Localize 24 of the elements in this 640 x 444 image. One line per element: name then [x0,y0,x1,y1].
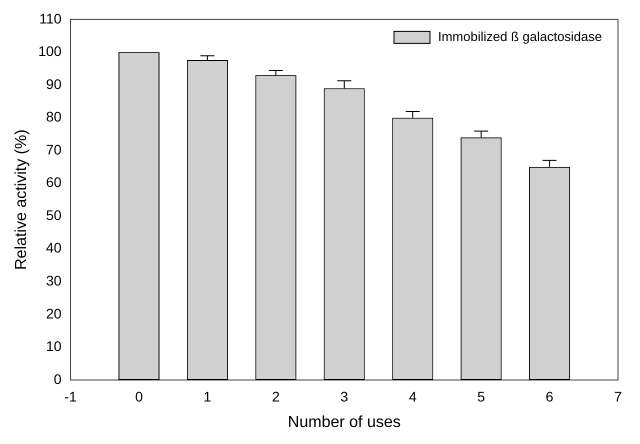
y-tick-label: 60 [46,174,62,190]
y-tick-label: 50 [46,206,62,223]
x-tick-label: 2 [272,388,280,404]
y-tick-label: 10 [46,338,62,354]
x-tick-label: 6 [546,388,554,404]
y-tick-label: 40 [46,240,62,256]
y-tick-label: 80 [46,108,62,125]
y-tick-label: 0 [54,370,62,387]
y-tick-label: 30 [46,272,62,289]
y-tick-label: 20 [46,305,62,322]
x-tick-label: 3 [340,388,348,404]
x-tick-label: 7 [614,388,622,404]
y-tick-label: 100 [38,43,62,60]
y-tick-label: 70 [46,141,62,158]
x-tick-label: 5 [477,388,486,404]
x-tick-label: 4 [408,388,417,404]
y-tick-label: 90 [46,76,62,92]
y-axis-title: Relative activity (%) [13,129,30,270]
x-tick-label: 1 [204,388,212,404]
x-axis-title: Number of uses [288,414,401,431]
y-tick-label: 110 [39,10,62,26]
x-tick-label: -1 [64,388,77,404]
x-tick-label: 0 [135,388,144,404]
legend-label: Immobilized ß galactosidase [438,28,602,44]
